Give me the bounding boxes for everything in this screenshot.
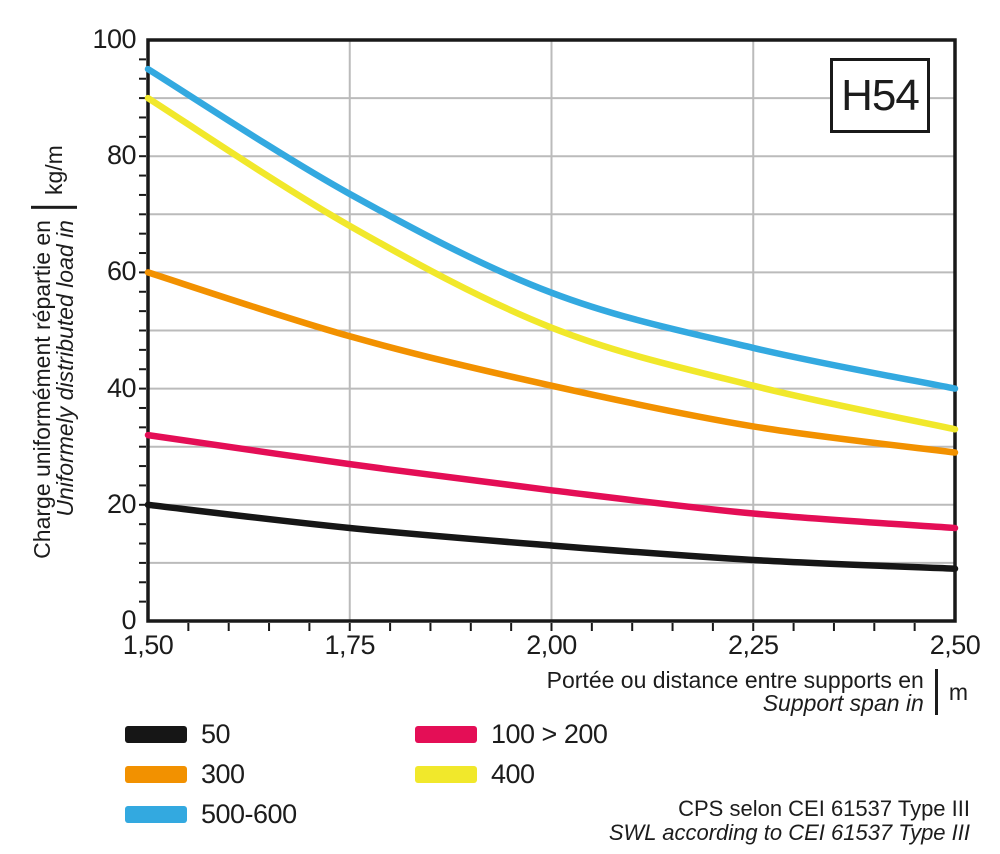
legend-swatch [125,805,187,823]
legend-item: 500-600 [125,794,297,834]
y-tick-label: 100 [92,23,136,54]
legend-item: 100 > 200 [415,714,608,754]
legend-item: 400 [415,754,607,794]
standard-note-en: SWL according to CEI 61537 Type III [608,820,970,845]
legend-swatch [415,725,477,743]
x-tick-label: 2,50 [929,630,981,660]
x-tick-label: 1,75 [324,630,376,660]
model-badge: H54 [830,58,930,133]
x-axis-unit-divider [934,669,938,715]
legend-label: 500-600 [201,798,297,829]
y-tick-label: 80 [106,140,137,171]
y-tick-label: 60 [106,256,137,287]
legend-label: 400 [491,758,535,789]
standard-note: CPS selon CEI 61537 Type III SWL accordi… [609,797,970,845]
legend-label: 50 [201,718,231,749]
x-axis-title: Portée ou distance entre supports en Sup… [547,669,968,715]
curve-100-200 [144,431,959,532]
x-tick-label: 2,25 [727,630,779,660]
y-tick-label: 0 [121,604,136,635]
x-axis-title-fr: Portée ou distance entre supports en [546,667,924,693]
curve-500-600 [144,65,959,392]
x-axis-title-en: Support span in [762,690,924,716]
y-tick-label: 40 [106,372,137,403]
legend-column-2: 100 > 200 400 [415,714,608,794]
y-axis-title-en: Uniformely distributed load in [52,220,78,517]
standard-note-fr: CPS selon CEI 61537 Type III [678,796,970,821]
legend-item: 50 [125,714,297,754]
legend-column-1: 50 300 500-600 [125,714,297,834]
legend-swatch [125,765,187,783]
y-axis-unit-divider [31,206,77,210]
y-axis-title-fr: Charge uniformément répartie en [29,220,55,559]
curve-50 [144,501,959,572]
legend-swatch [125,725,187,743]
legend-item: 300 [125,754,297,794]
y-axis-unit: kg/m [40,145,67,196]
curve-300 [144,269,959,456]
legend-label: 100 > 200 [491,718,608,749]
model-badge-label: H54 [841,70,920,120]
legend-swatch [415,765,477,783]
x-tick-label: 1,50 [122,630,174,660]
plot-border [146,38,957,623]
legend-label: 300 [201,758,245,789]
curve-400 [144,94,959,433]
y-tick-label: 20 [106,488,137,519]
x-tick-label: 2,00 [526,630,577,660]
x-axis-unit: m [948,678,968,705]
